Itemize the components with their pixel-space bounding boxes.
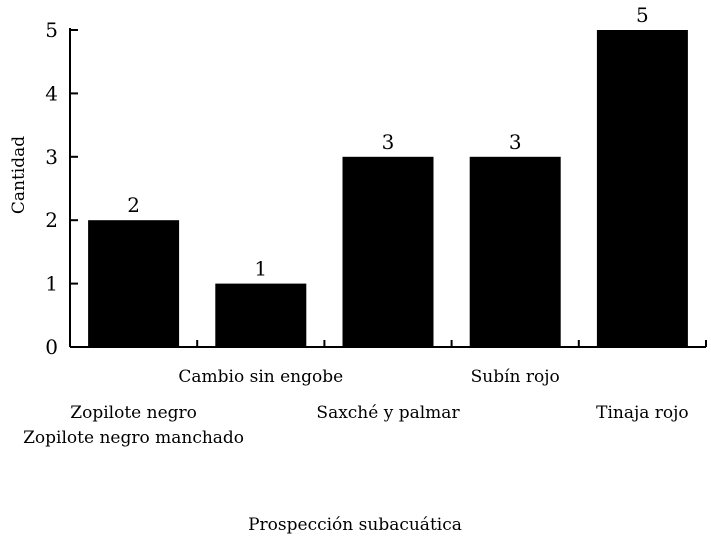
bar bbox=[596, 30, 688, 347]
data-label: 2 bbox=[127, 193, 140, 217]
y-tick-label: 3 bbox=[45, 145, 58, 169]
data-label: 1 bbox=[254, 257, 267, 281]
bar bbox=[469, 156, 561, 347]
x-tick-label: Zopilote negro manchado bbox=[23, 428, 244, 448]
data-label: 5 bbox=[636, 3, 649, 27]
bar bbox=[342, 156, 434, 347]
x-tick-label: Saxché y palmar bbox=[316, 403, 460, 423]
y-tick-label: 4 bbox=[45, 81, 58, 105]
y-axis-title: Cantidad bbox=[9, 136, 29, 214]
y-tick-label: 2 bbox=[45, 208, 58, 232]
bars bbox=[88, 30, 688, 347]
data-label: 3 bbox=[382, 130, 395, 154]
bar bbox=[215, 283, 307, 347]
data-label: 3 bbox=[509, 130, 522, 154]
x-axis-title: Prospección subacuática bbox=[248, 515, 462, 535]
y-tick-label: 5 bbox=[45, 18, 58, 42]
x-tick-label: Zopilote negro bbox=[70, 403, 197, 423]
labels: 0 1 2 3 4 5 2 Zopilote negro Zopilote negro manc… bbox=[23, 3, 689, 448]
y-tick-label: 0 bbox=[45, 335, 58, 359]
x-tick-label: Cambio sin engobe bbox=[178, 367, 343, 387]
bar bbox=[88, 220, 180, 347]
y-tick-label: 1 bbox=[45, 272, 58, 296]
x-tick-label: Tinaja rojo bbox=[596, 403, 689, 423]
x-tick-label: Subín rojo bbox=[471, 367, 560, 387]
